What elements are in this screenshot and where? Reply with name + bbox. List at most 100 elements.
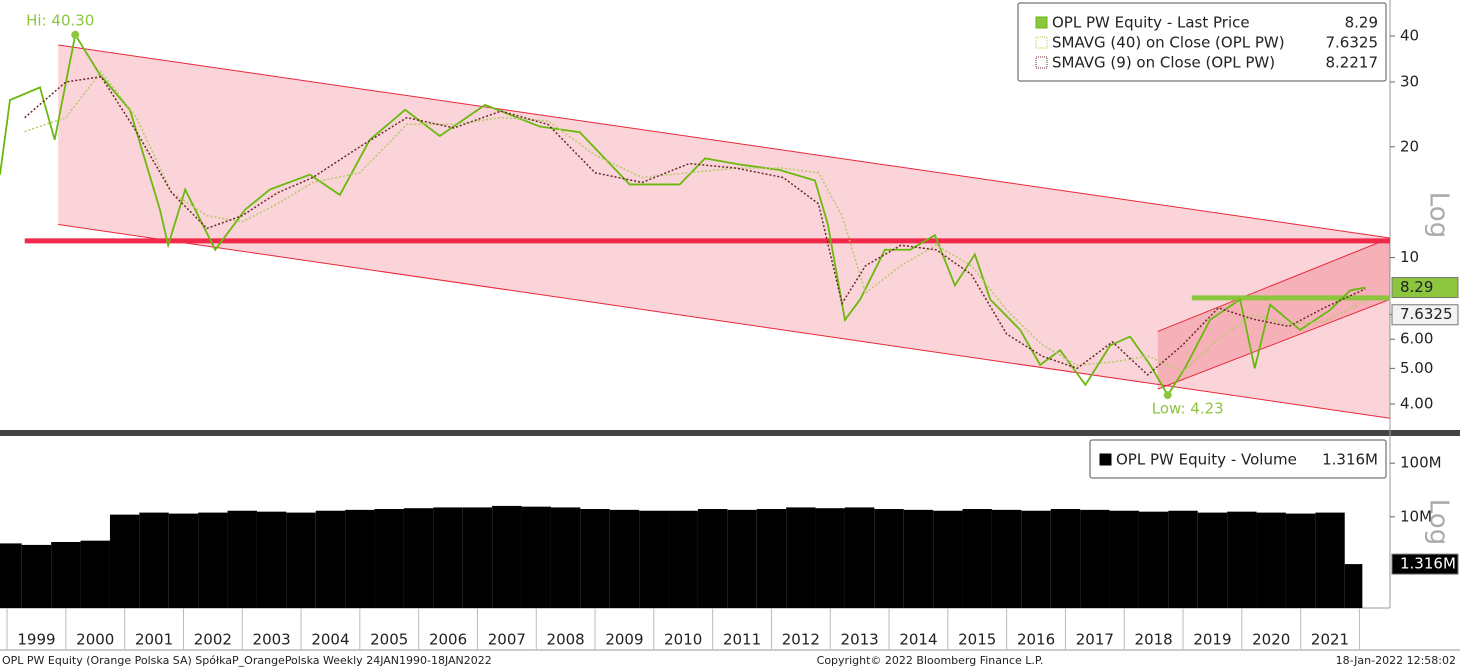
channel-fill — [58, 45, 1390, 419]
volume-bar — [609, 509, 640, 608]
x-tick-label: 2007 — [488, 631, 526, 649]
scale-label: Log — [1424, 499, 1454, 545]
footer-left: OPL PW Equity (Orange Polska SA) SpółkaP… — [2, 654, 492, 667]
y-tick-label: 5.00 — [1400, 359, 1433, 377]
volume-bar — [492, 505, 522, 608]
y-tick-label: 10 — [1400, 248, 1419, 266]
legend-swatch — [1035, 36, 1048, 49]
x-tick-label: 2018 — [1135, 631, 1173, 649]
volume-bar — [874, 509, 904, 608]
x-tick-label: 2014 — [899, 631, 937, 649]
x-tick-label: 2020 — [1252, 631, 1290, 649]
volume-bar — [697, 509, 728, 608]
x-tick-label: 2001 — [135, 631, 173, 649]
panel-separator — [0, 430, 1460, 436]
y-tick-label: 6.00 — [1400, 330, 1433, 348]
x-tick-label: 2012 — [782, 631, 820, 649]
volume-bar — [1021, 510, 1051, 608]
channel-lower — [58, 223, 1390, 419]
legend-label: SMAVG (9) on Close (OPL PW) — [1052, 54, 1275, 72]
volume-bar — [462, 507, 493, 608]
x-tick-label: 2016 — [1017, 631, 1055, 649]
volume-bar — [433, 507, 463, 608]
legend-value: 8.2217 — [1326, 54, 1379, 72]
volume-bar — [403, 508, 434, 608]
x-tick-label: 2015 — [958, 631, 996, 649]
x-tick-label: 2013 — [841, 631, 879, 649]
annotation-dot — [1163, 391, 1172, 400]
legend-value: 1.316M — [1322, 451, 1378, 469]
x-tick-label: 2010 — [664, 631, 702, 649]
annotation-label: Hi: 40.30 — [26, 11, 94, 29]
x-tick-label: 2011 — [723, 631, 761, 649]
legend-swatch — [1035, 56, 1048, 69]
volume-bar — [1344, 564, 1363, 608]
series-line — [0, 32, 1366, 397]
volume-bar — [1197, 512, 1228, 608]
volume-bar — [639, 510, 669, 608]
volume-bar — [1138, 511, 1169, 608]
y-tick-label: 20 — [1400, 137, 1419, 155]
legend-box — [1017, 2, 1387, 82]
legend-box — [1089, 439, 1387, 479]
annotation-label: Low: 4.23 — [1152, 400, 1224, 418]
volume-bar — [1315, 512, 1345, 608]
volume-bar — [580, 509, 610, 608]
volume-bar — [168, 513, 199, 608]
x-tick-label: 2002 — [194, 631, 232, 649]
legend-label: SMAVG (40) on Close (OPL PW) — [1052, 34, 1285, 52]
x-tick-label: 2009 — [605, 631, 643, 649]
volume-bar — [1285, 513, 1316, 608]
volume-bar — [198, 512, 228, 608]
plot-area — [0, 32, 1390, 419]
footer-right: 18-Jan-2022 12:58:02 — [1336, 654, 1456, 667]
legend-label: OPL PW Equity - Volume — [1116, 451, 1297, 469]
last-value-label: 7.6325 — [1400, 305, 1453, 323]
volume-bar — [521, 506, 551, 608]
volume-bar — [0, 543, 22, 608]
x-tick-label: 2019 — [1193, 631, 1231, 649]
series-line — [24, 75, 1366, 376]
volume-bar — [1168, 510, 1198, 608]
volume-bar — [815, 508, 845, 608]
volume-bar — [256, 511, 287, 608]
y-tick-label: 100M — [1400, 454, 1442, 472]
volume-bar — [21, 544, 52, 608]
volume-bar — [962, 509, 992, 608]
x-tick-label: 2008 — [547, 631, 585, 649]
channel-lower — [1157, 298, 1390, 390]
x-tick-label: 1999 — [17, 631, 55, 649]
y-tick-label: 4.00 — [1400, 395, 1433, 413]
volume-bar — [933, 510, 963, 608]
y-tick-label: 30 — [1400, 72, 1419, 90]
volume-bar — [550, 507, 581, 608]
legend-swatch — [1035, 16, 1048, 29]
volume-bar — [1109, 510, 1139, 608]
x-tick-label: 2021 — [1311, 631, 1349, 649]
volume-bar — [1227, 511, 1257, 608]
volume-bar — [315, 510, 346, 608]
annotation-dot — [71, 30, 80, 39]
volume-bar — [286, 512, 316, 608]
volume-bar — [991, 509, 1022, 608]
legend-label: OPL PW Equity - Last Price — [1052, 14, 1250, 32]
legend-value: 7.6325 — [1326, 34, 1379, 52]
last-value-box — [1391, 277, 1459, 299]
channel-upper — [58, 44, 1390, 239]
volume-bar — [1080, 509, 1110, 608]
volume-bar — [668, 510, 698, 608]
volume-bar — [903, 509, 934, 608]
scale-label: Log — [1424, 192, 1454, 238]
last-value-box — [1391, 304, 1459, 326]
volume-bar — [51, 541, 81, 608]
volume-bar — [844, 507, 875, 608]
volume-bar — [374, 509, 404, 608]
volume-bar — [109, 514, 140, 608]
last-value-box — [1391, 553, 1459, 575]
channel-fill — [1157, 238, 1390, 390]
x-tick-label: 2000 — [76, 631, 114, 649]
volume-bar — [139, 512, 169, 608]
footer-center: Copyright© 2022 Bloomberg Finance L.P. — [817, 654, 1044, 667]
